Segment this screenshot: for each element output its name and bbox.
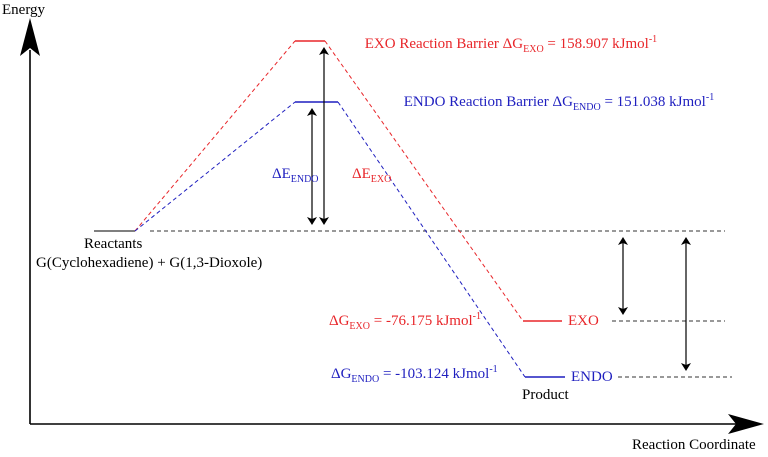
exo-delta-g-label: ΔGEXO = -76.175 kJmol-1 [311,307,492,332]
exo-delta-e-label: ΔEEXO [334,166,403,186]
endo-ascent [134,101,296,232]
endo-product-label: ENDO [571,369,613,385]
reactants-formula: G(Cyclohexadiene) + G(1,3-Dioxole) [36,255,262,271]
y-axis-arrow [20,18,40,56]
exo-barrier-label: EXO Reaction Barrier ΔGEXO = 158.907 kJm… [346,30,668,55]
endo-delta-g-label: ΔGENDO = -103.124 kJmol-1 [313,360,509,385]
x-axis-label: Reaction Coordinate [632,437,756,453]
endo-delta-e-label: ΔEENDO [254,166,330,186]
endo-barrier-label: ENDO Reaction Barrier ΔGENDO = 151.038 k… [385,88,725,113]
x-axis-arrow [728,414,764,434]
product-title: Product [522,387,569,403]
endo-descent [337,101,526,378]
reactants-title: Reactants [84,236,142,252]
exo-product-label: EXO [568,313,599,329]
exo-ascent [134,40,296,232]
y-axis-label: Energy [2,2,46,18]
exo-descent [324,40,524,322]
